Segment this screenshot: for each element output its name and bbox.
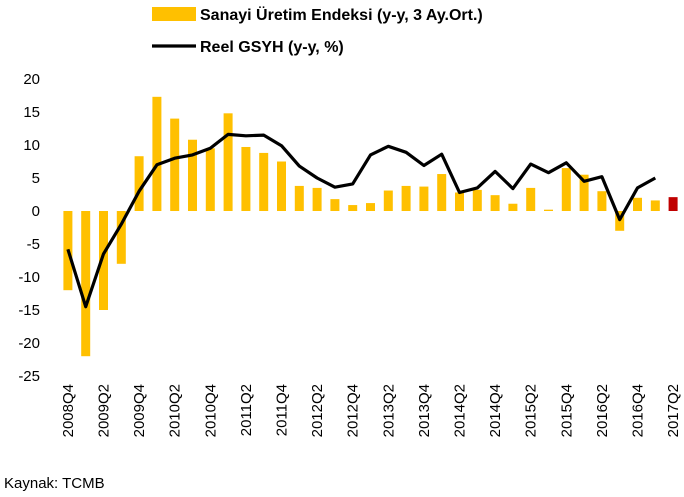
bar [81, 211, 91, 357]
bar [116, 211, 126, 264]
x-tick-label: 2014Q4 [487, 384, 504, 437]
bar [205, 148, 215, 211]
bar [383, 190, 393, 211]
bar [241, 146, 251, 211]
bar [401, 185, 411, 211]
bar [437, 174, 447, 211]
legend-swatch [152, 7, 196, 21]
x-tick-label: 2009Q4 [131, 384, 148, 437]
bar [472, 189, 482, 211]
y-tick-label: 15 [23, 104, 40, 121]
x-tick-label: 2015Q2 [523, 384, 540, 437]
y-tick-label: 5 [32, 170, 40, 187]
bar [419, 186, 429, 211]
bar [561, 168, 571, 211]
bar [579, 174, 589, 211]
bar [152, 96, 162, 211]
bar [259, 152, 269, 211]
x-tick-label: 2014Q2 [452, 384, 469, 437]
bar [668, 197, 678, 211]
x-tick-label: 2016Q2 [594, 384, 611, 437]
bar [330, 199, 340, 211]
legend-label: Reel GSYH (y-y, %) [200, 39, 344, 56]
bar [277, 161, 286, 211]
bar [633, 197, 642, 211]
x-tick-label: 2010Q2 [167, 384, 184, 437]
x-tick-label: 2009Q2 [96, 384, 113, 437]
bar [99, 211, 108, 310]
y-tick-label: 0 [32, 203, 40, 220]
x-tick-label: 2013Q2 [380, 384, 397, 437]
line [66, 132, 657, 309]
x-tick-label: 2012Q2 [309, 384, 326, 437]
y-tick-label: -5 [27, 236, 40, 253]
bar [170, 118, 180, 211]
legend-label: Sanayi Üretim Endeksi (y-y, 3 Ay.Ort.) [200, 5, 483, 24]
bar [134, 156, 144, 211]
bar [366, 203, 375, 211]
x-tick-label: 2016Q4 [630, 384, 647, 437]
y-tick-label: 20 [23, 71, 40, 88]
bar [348, 205, 358, 211]
y-tick-label: -20 [18, 335, 40, 352]
x-tick-label: 2011Q2 [238, 384, 255, 436]
source: Kaynak: TCMB [4, 475, 105, 492]
x-tick-label: 2017Q2 [665, 384, 682, 437]
x-tick-label: 2008Q4 [60, 384, 77, 437]
y-tick-label: -10 [18, 269, 40, 286]
x-tick-label: 2013Q4 [416, 384, 433, 437]
x-tick-label: 2011Q4 [274, 384, 291, 436]
bar [490, 195, 500, 211]
bar [312, 187, 322, 211]
bar [597, 191, 607, 211]
bar [455, 192, 464, 211]
bar [544, 209, 553, 211]
x-tick-label: 2010Q4 [202, 384, 219, 437]
y-tick-label: -25 [18, 368, 40, 385]
x-tick-label: 2012Q4 [345, 384, 362, 437]
bar [508, 203, 518, 211]
bar [223, 113, 233, 211]
bar [650, 200, 660, 211]
y-tick-label: 10 [23, 137, 40, 154]
x-tick-label: 2015Q4 [558, 384, 575, 437]
bar [294, 185, 304, 211]
bar [526, 187, 536, 211]
bar [188, 139, 197, 211]
y-tick-label: -15 [18, 302, 40, 319]
